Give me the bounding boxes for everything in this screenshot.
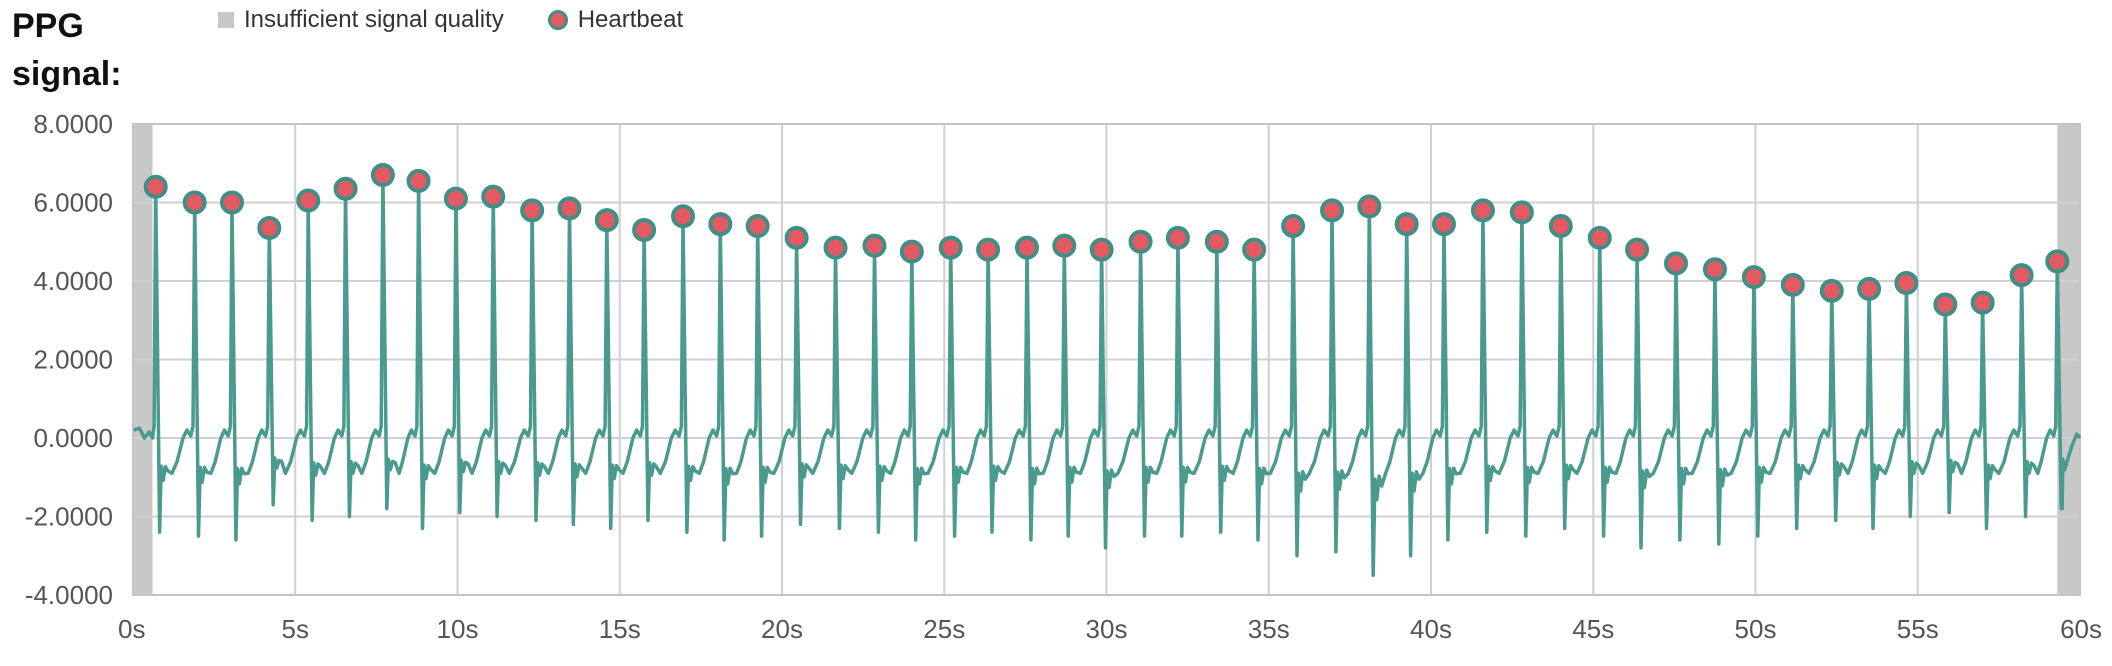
heartbeat-marker[interactable] xyxy=(1857,276,1882,301)
heartbeat-markers xyxy=(143,163,2070,317)
heartbeat-marker[interactable] xyxy=(406,168,431,193)
x-tick-label: 25s xyxy=(923,614,965,644)
y-tick-label: 6.0000 xyxy=(33,188,113,218)
heartbeat-marker[interactable] xyxy=(143,174,168,199)
heartbeat-marker[interactable] xyxy=(520,198,545,223)
heartbeat-marker[interactable] xyxy=(1819,278,1844,303)
heartbeat-marker[interactable] xyxy=(1741,265,1766,290)
x-tick-label: 0s xyxy=(118,614,145,644)
plot-frame xyxy=(132,123,2081,596)
insufficient-quality-swatch xyxy=(218,12,234,28)
x-tick-label: 15s xyxy=(599,614,641,644)
heartbeat-marker[interactable] xyxy=(632,217,657,242)
plot-border xyxy=(132,123,2081,596)
heartbeat-marker[interactable] xyxy=(1052,233,1077,258)
heartbeat-marker[interactable] xyxy=(1281,214,1306,239)
legend-label-insufficient-quality: Insufficient signal quality xyxy=(244,6,504,33)
heartbeat-marker[interactable] xyxy=(182,190,207,215)
heartbeat-marker[interactable] xyxy=(1894,270,1919,295)
heartbeat-marker[interactable] xyxy=(862,233,887,258)
heartbeat-marker[interactable] xyxy=(745,214,770,239)
heartbeat-marker[interactable] xyxy=(443,186,468,211)
heartbeat-marker[interactable] xyxy=(2045,249,2070,274)
heartbeat-marker[interactable] xyxy=(899,239,924,264)
heartbeat-marker[interactable] xyxy=(1089,237,1114,262)
x-tick-label: 50s xyxy=(1735,614,1777,644)
heartbeat-marker[interactable] xyxy=(1933,292,1958,317)
heartbeat-marker[interactable] xyxy=(976,237,1001,262)
heartbeat-marker[interactable] xyxy=(296,188,321,213)
heartbeat-marker[interactable] xyxy=(1702,257,1727,282)
heartbeat-marker[interactable] xyxy=(1470,198,1495,223)
heartbeat-marker[interactable] xyxy=(1587,225,1612,250)
heartbeat-marker[interactable] xyxy=(557,196,582,221)
heartbeat-marker[interactable] xyxy=(1394,212,1419,237)
heartbeat-marker[interactable] xyxy=(257,216,282,241)
x-tick-label: 35s xyxy=(1248,614,1290,644)
legend-item-insufficient-quality[interactable]: Insufficient signal quality xyxy=(218,6,504,34)
heartbeat-marker[interactable] xyxy=(1242,237,1267,262)
y-tick-label: -4.0000 xyxy=(25,580,113,610)
y-tick-label: 4.0000 xyxy=(33,266,113,296)
chart-title: PPG signal: xyxy=(12,7,122,93)
heartbeat-marker[interactable] xyxy=(1625,237,1650,262)
legend-label-heartbeat: Heartbeat xyxy=(577,6,684,33)
heartbeat-marker[interactable] xyxy=(2009,263,2034,288)
heartbeat-marker[interactable] xyxy=(1663,251,1688,276)
y-axis-ticks: -4.0000 -2.0000 0.0000 2.0000 4.0000 6.0000 8.… xyxy=(25,109,113,610)
x-tick-label: 60s xyxy=(2060,614,2102,644)
x-tick-label: 45s xyxy=(1572,614,1614,644)
x-tick-label: 20s xyxy=(761,614,803,644)
heartbeat-marker[interactable] xyxy=(1204,229,1229,254)
ppg-signal-path xyxy=(133,173,2082,578)
y-tick-label: 8.0000 xyxy=(33,109,113,139)
x-tick-label: 40s xyxy=(1410,614,1452,644)
x-tick-label: 5s xyxy=(282,614,309,644)
signal-line xyxy=(133,173,2082,578)
heartbeat-marker[interactable] xyxy=(1509,200,1534,225)
heartbeat-swatch xyxy=(547,10,568,30)
heartbeat-marker[interactable] xyxy=(823,235,848,260)
heartbeat-marker[interactable] xyxy=(671,204,696,229)
heartbeat-marker[interactable] xyxy=(333,176,358,201)
legend-item-heartbeat[interactable]: Heartbeat xyxy=(547,6,684,34)
y-tick-label: 0.0000 xyxy=(33,423,113,453)
heartbeat-marker[interactable] xyxy=(1780,272,1805,297)
heartbeat-marker[interactable] xyxy=(1431,212,1456,237)
heartbeat-marker[interactable] xyxy=(1165,225,1190,250)
heartbeat-marker[interactable] xyxy=(938,235,963,260)
heartbeat-marker[interactable] xyxy=(481,184,506,209)
x-tick-label: 30s xyxy=(1086,614,1128,644)
x-tick-label: 55s xyxy=(1897,614,1939,644)
heartbeat-marker[interactable] xyxy=(1357,194,1382,219)
x-axis-ticks: 0s 5s 10s 15s 20s 25s 30s 35s 40s 45s 50s 55s 60s xyxy=(118,614,2102,644)
heartbeat-marker[interactable] xyxy=(219,190,244,215)
heartbeat-marker[interactable] xyxy=(594,208,619,233)
x-tick-label: 10s xyxy=(437,614,479,644)
heartbeat-marker[interactable] xyxy=(1128,229,1153,254)
y-tick-label: -2.0000 xyxy=(25,502,113,532)
y-tick-label: 2.0000 xyxy=(33,345,113,375)
chart-legend: Insufficient signal quality Heartbeat xyxy=(218,6,727,34)
heartbeat-marker[interactable] xyxy=(708,212,733,237)
heartbeat-marker[interactable] xyxy=(370,163,395,188)
heartbeat-marker[interactable] xyxy=(1548,214,1573,239)
heartbeat-marker[interactable] xyxy=(1970,290,1995,315)
heartbeat-marker[interactable] xyxy=(784,225,809,250)
heartbeat-marker[interactable] xyxy=(1014,235,1039,260)
heartbeat-marker[interactable] xyxy=(1320,198,1345,223)
